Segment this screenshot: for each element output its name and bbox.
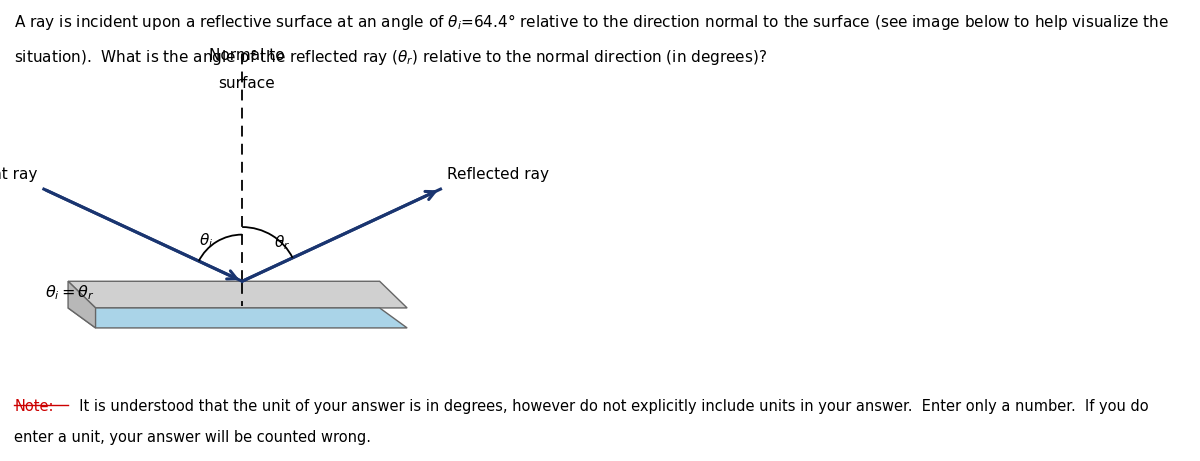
- Text: situation).  What is the angle of the reflected ray ($\theta_r$) relative to the: situation). What is the angle of the ref…: [14, 48, 768, 67]
- Polygon shape: [68, 281, 96, 328]
- Text: A ray is incident upon a reflective surface at an angle of $\theta_i$=64.4° rela: A ray is incident upon a reflective surf…: [14, 12, 1170, 31]
- Text: $\theta_i = \theta_r$: $\theta_i = \theta_r$: [46, 283, 95, 301]
- Polygon shape: [68, 281, 407, 308]
- Text: Note:: Note:: [14, 399, 54, 414]
- Text: enter a unit, your answer will be counted wrong.: enter a unit, your answer will be counte…: [14, 430, 372, 445]
- Text: Reflected ray: Reflected ray: [448, 167, 550, 183]
- Text: It is understood that the unit of your answer is in degrees, however do not expl: It is understood that the unit of your a…: [70, 399, 1148, 414]
- Text: Incident ray: Incident ray: [0, 167, 37, 183]
- Text: $\theta_i$: $\theta_i$: [199, 231, 214, 250]
- Text: $\theta_r$: $\theta_r$: [275, 233, 290, 252]
- Text: Normal to: Normal to: [209, 48, 284, 63]
- Polygon shape: [68, 308, 407, 328]
- Text: surface: surface: [218, 76, 275, 91]
